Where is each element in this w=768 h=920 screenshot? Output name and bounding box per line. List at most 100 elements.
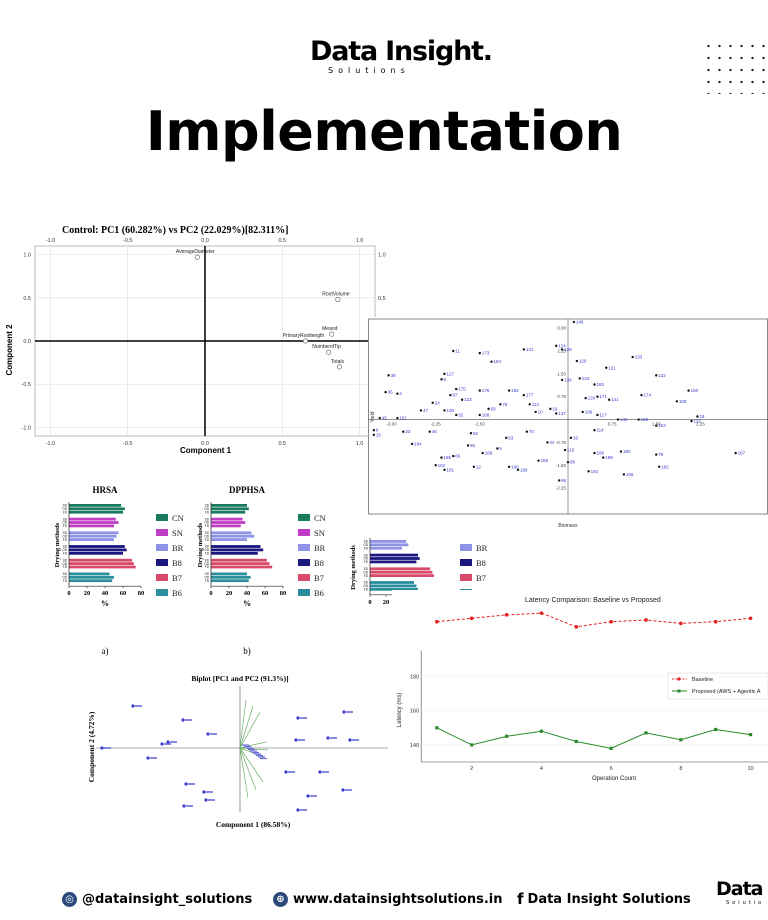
bar-row-label: SD (63, 545, 68, 549)
facebook-icon: f (517, 890, 524, 908)
bar-cn-fd (69, 510, 123, 514)
biplot-vector (239, 747, 249, 799)
scatter-point-label: 100 (446, 408, 454, 413)
pca-ytick: 1.0 (23, 253, 31, 259)
bar-b7-sd (370, 567, 430, 571)
scatter-point (584, 397, 587, 400)
scatter-point-label: 32 (458, 412, 464, 417)
biplot-point (184, 782, 188, 786)
bar-xlabel: % (243, 599, 251, 608)
latency-ytick: 160 (410, 709, 419, 715)
bar-b6-od (69, 575, 114, 579)
scatter-point (452, 349, 455, 353)
scatter-ylabel: Yield (370, 411, 376, 422)
legend-label-b8: B8 (314, 558, 324, 568)
scatter-point (566, 461, 570, 464)
scatter-point-label: 176 (482, 388, 490, 393)
bar-row-label: FD (63, 524, 68, 528)
bar-xtick-label: 60 (120, 590, 127, 597)
scatter-xtick: 1.50 (652, 422, 661, 427)
latency-point-proposed (644, 731, 648, 735)
bar-b8-od (370, 557, 420, 560)
scatter-point-label: 78 (502, 402, 508, 407)
scatter-point (428, 430, 431, 433)
scatter-point-label: 140 (620, 417, 628, 422)
bar-b8-od (211, 548, 264, 552)
bar-ylabel: Drying methods (55, 522, 61, 567)
bar-br-sd (211, 531, 252, 535)
bar-sn-od (69, 521, 119, 524)
scatter-point-label: 156 (511, 388, 519, 393)
biplot-point (160, 742, 164, 746)
latency-point-proposed (470, 743, 474, 747)
bar-chart-title: HRSA (92, 485, 118, 495)
footer-website-text: www.datainsightsolutions.in (293, 891, 503, 907)
legend-hrsa-svg: CN SN BR B8 B7 B6 (156, 513, 184, 598)
scatter-point (460, 398, 464, 401)
bar-br-sd (370, 540, 406, 543)
scatter-point-label: 8 (444, 377, 447, 382)
bar-row-label: OD (363, 570, 368, 574)
bar-row-label: SD (205, 558, 210, 562)
latency-point-baseline (504, 613, 509, 617)
scatter-point-label: 182 (661, 464, 669, 469)
scatter-point (687, 389, 690, 392)
bar-row-label: FD (205, 579, 210, 583)
scatter-point-label: 113 (532, 402, 540, 407)
scatter-point (534, 410, 537, 414)
scatter-point-label: 133 (635, 355, 643, 360)
legend-swatch-br (298, 544, 310, 551)
pca-xtick: 1.0 (356, 441, 364, 447)
scatter-point (522, 393, 526, 397)
biplot-point (146, 756, 150, 760)
scatter-point (619, 450, 623, 453)
bar-b8-sd (370, 553, 418, 557)
bar-row-label: FD (63, 510, 68, 514)
scatter-point-label: 53 (508, 435, 514, 440)
scatter-point-label: 184 (414, 441, 422, 446)
legend-swatch-b7 (156, 574, 168, 581)
scatter-ytick: 3.00 (557, 326, 566, 331)
latency-point-proposed (539, 729, 544, 733)
scatter-point-label: 70 (529, 429, 535, 434)
bar-ylabel: Drying methods (197, 522, 204, 567)
bar-row-label: SD (63, 531, 68, 535)
footer-brand-name: Data I (716, 878, 768, 900)
scatter-point-label: 186 (585, 409, 593, 414)
scatter-point-label: 97 (452, 393, 458, 398)
footer-brand-logo: Data I Solutio (716, 878, 768, 912)
scatter-point-label: 177 (526, 393, 534, 398)
legend-label-b7: B7 (314, 573, 324, 583)
scatter-point (449, 393, 452, 397)
scatter-point (560, 378, 564, 382)
scatter-point (555, 412, 558, 415)
legend-label-b8: B8 (172, 558, 182, 568)
scatter-point-label: 12 (476, 464, 482, 469)
scatter-point (569, 436, 573, 440)
legend-swatch-b6 (156, 589, 168, 596)
legend-swatch-b6 (298, 589, 310, 596)
bar-row-label: OD (62, 576, 67, 580)
footer-facebook[interactable]: f Data Insight Solutions (517, 885, 691, 913)
latency-xtick: 4 (540, 766, 543, 772)
bar-row-label: OD (204, 534, 209, 538)
scatter-point-label: 114 (596, 428, 604, 433)
bar-row-label: FD (364, 588, 369, 592)
scatter-point (555, 344, 558, 348)
latency-chart: Latency Comparison: Baseline vs Proposed… (392, 590, 768, 785)
pca-point-label: AverageDiameter (176, 249, 215, 255)
bar-row-label: SD (205, 545, 210, 549)
footer-website[interactable]: ⊕ www.datainsightsolutions.in (273, 885, 503, 913)
footer-instagram-text: @datainsight_solutions (82, 891, 253, 907)
bar-row-label: FD (205, 538, 210, 542)
scatter-point (516, 468, 520, 472)
bar-row-label: OD (363, 557, 368, 561)
scatter-point-label: 171 (599, 394, 607, 399)
latency-xtick: 10 (748, 766, 754, 772)
bar-row-label: SD (63, 517, 68, 521)
scatter-point-label: 187 (738, 451, 746, 456)
biplot-point (206, 732, 210, 736)
scatter-point (593, 429, 596, 432)
footer-instagram[interactable]: ◎ @datainsight_solutions (62, 885, 252, 913)
pca-point (336, 364, 342, 370)
